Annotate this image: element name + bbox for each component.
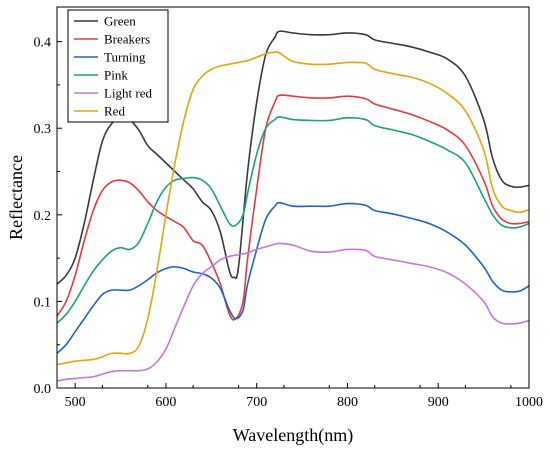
y-tick-label: 0.0 [34,382,52,397]
y-axis: 0.0 0.1 0.2 0.3 0.4 [34,36,62,397]
legend-label: Red [104,104,125,119]
series-line-pink [56,116,530,324]
legend-label: Pink [104,68,128,83]
x-axis: 500 600 700 800 900 1000 [56,383,543,410]
legend: Green Breakers Turning Pink Light red Red [67,9,169,123]
legend-label: Light red [104,86,153,101]
x-tick-label: 1000 [515,395,543,410]
y-axis-label: Reflectance [6,155,26,240]
x-tick-label: 900 [428,395,449,410]
series-line-breakers [56,94,530,321]
legend-label: Turning [104,50,146,65]
plot-frame [56,6,530,389]
y-tick-label: 0.3 [34,122,52,137]
x-tick-label: 500 [65,395,86,410]
series-line-turning [56,201,530,354]
plot-lines [56,30,530,382]
series-line-light-red [56,242,530,382]
x-tick-label: 700 [246,395,267,410]
y-tick-label: 0.4 [34,36,52,51]
x-axis-label: Wavelength(nm) [233,425,354,446]
legend-box [67,9,169,123]
x-tick-label: 600 [155,395,176,410]
y-tick-label: 0.2 [34,209,52,224]
legend-label: Green [104,14,136,29]
series-line-red [56,51,530,366]
x-tick-label: 800 [337,395,358,410]
y-tick-label: 0.1 [34,295,52,310]
legend-label: Breakers [104,32,150,47]
